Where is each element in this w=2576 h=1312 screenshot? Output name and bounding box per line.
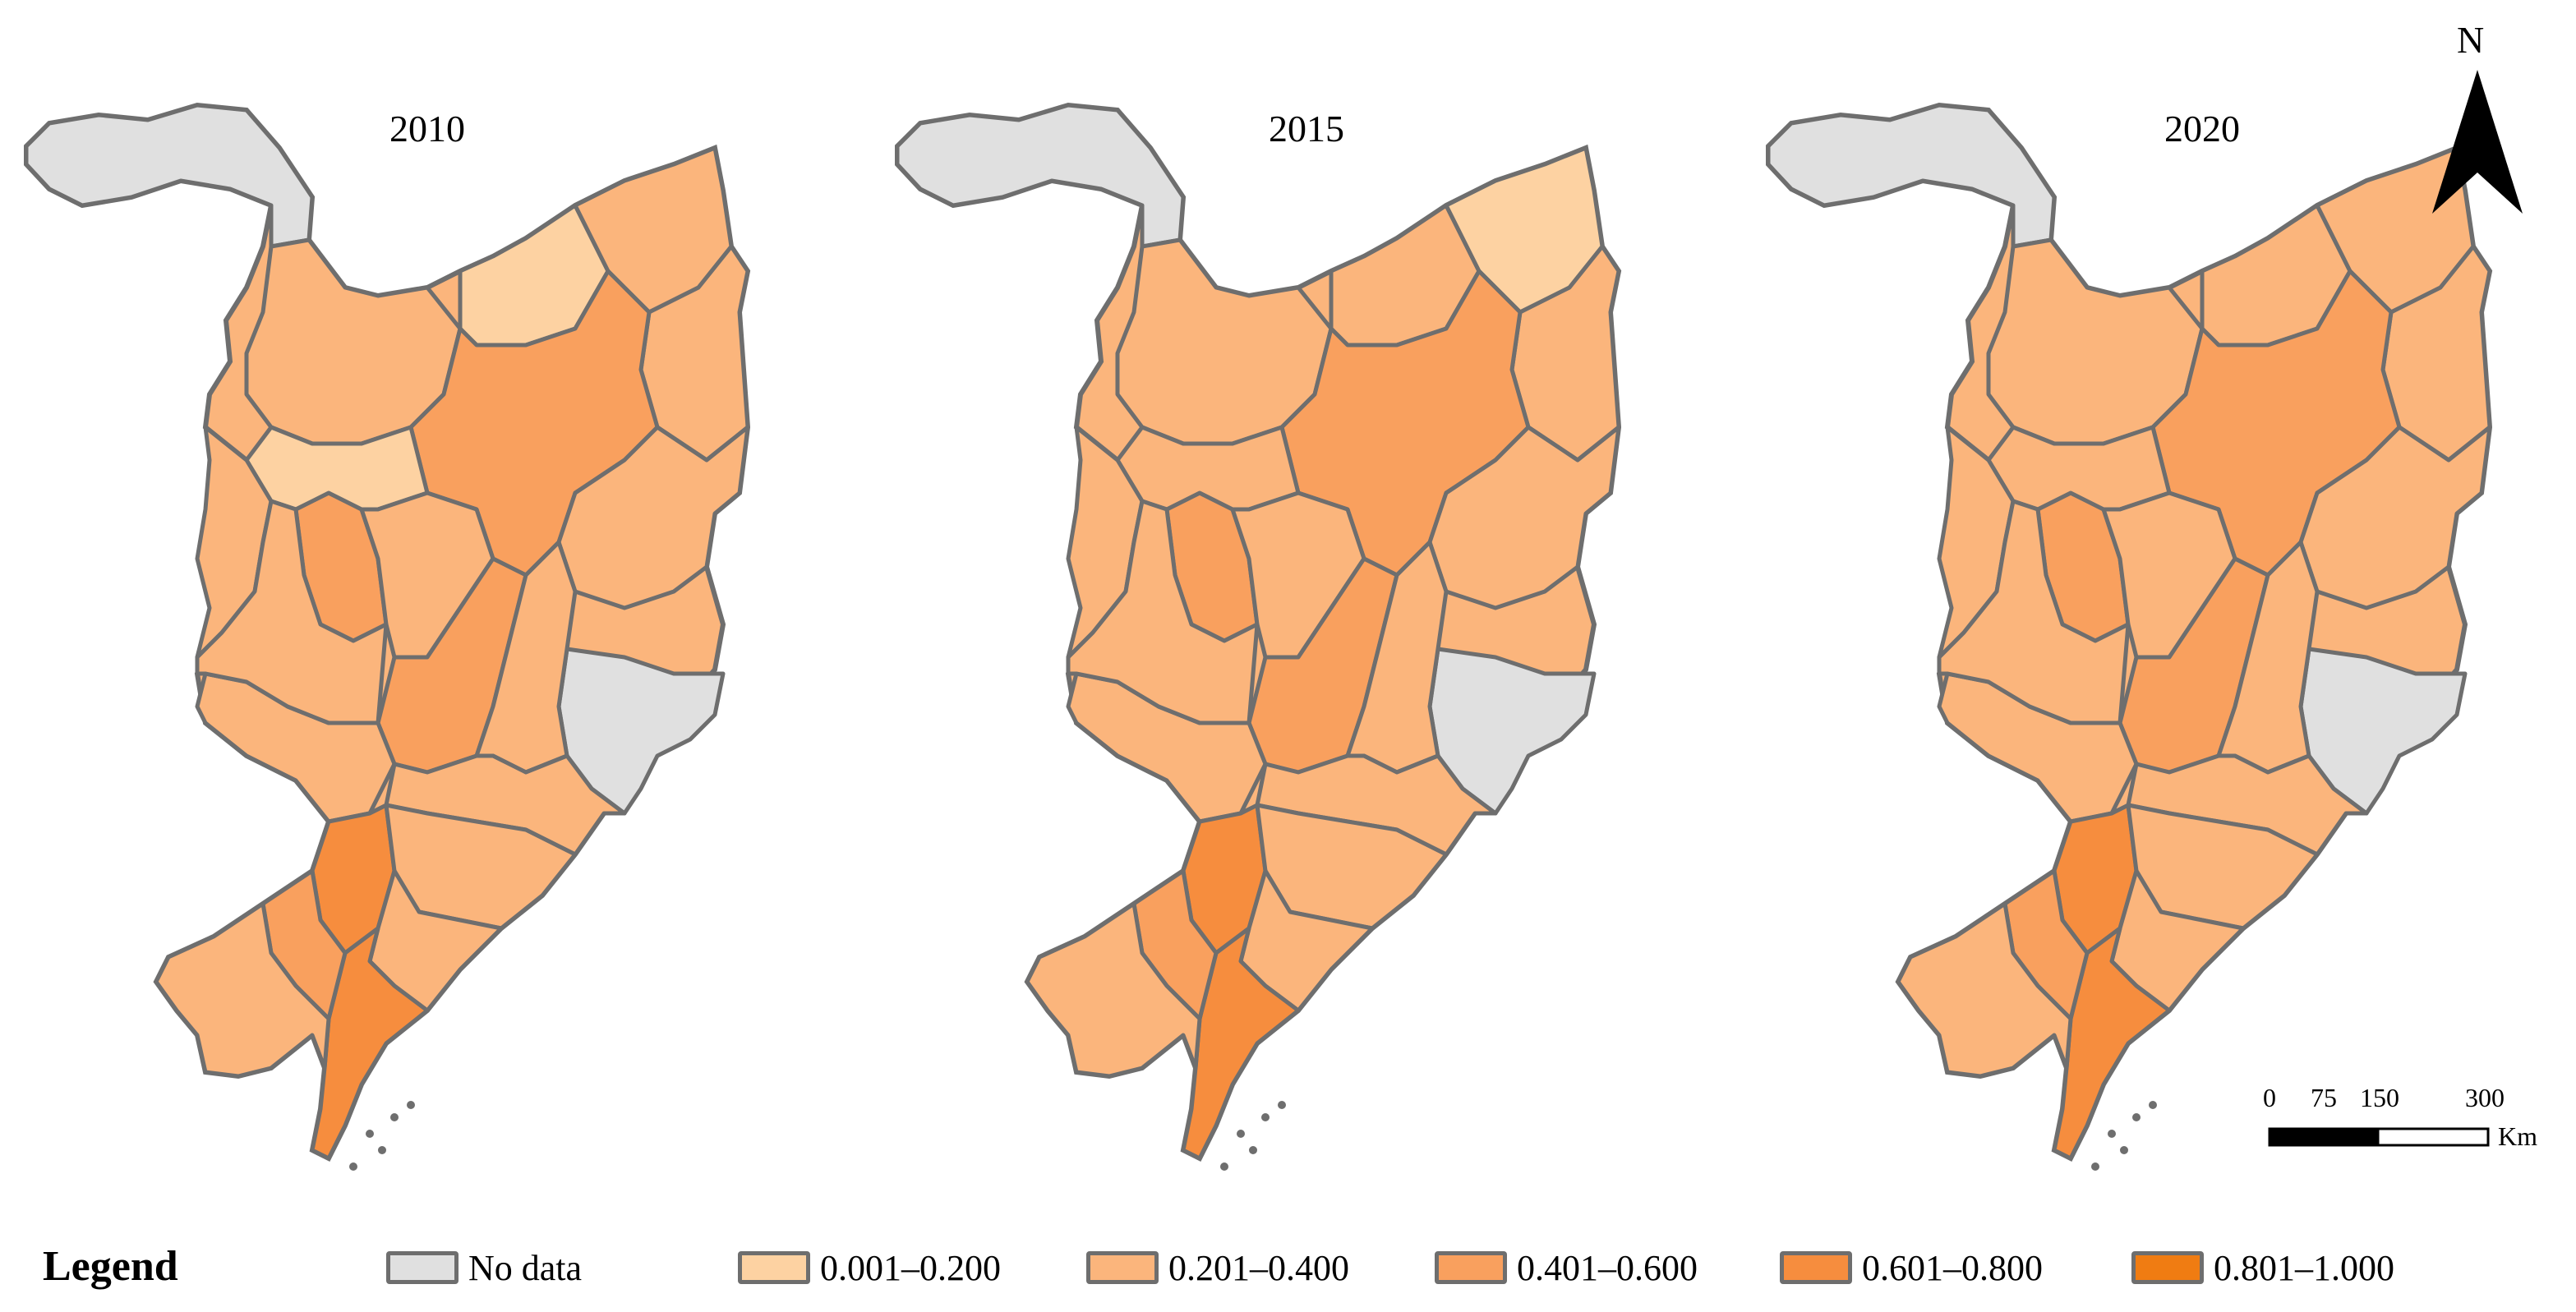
- island-dot: [1249, 1146, 1257, 1154]
- legend: Legend No data 0.001–0.200 0.201–0.400 0…: [0, 1232, 2576, 1306]
- scale-tick-150: 150: [2360, 1083, 2399, 1112]
- map-regions: [895, 102, 1622, 1171]
- north-arrow-icon: [2432, 70, 2523, 214]
- legend-swatch: [1086, 1251, 1159, 1284]
- island-dot: [2132, 1113, 2141, 1121]
- legend-label: 0.401–0.600: [1517, 1247, 1698, 1288]
- region-no-data: [1766, 103, 2057, 249]
- island-dot: [407, 1101, 415, 1109]
- region-area: [1896, 901, 2073, 1079]
- island-dot: [366, 1130, 374, 1138]
- legend-swatch: [2131, 1251, 2204, 1284]
- region-area: [154, 901, 331, 1079]
- island-dot: [349, 1162, 357, 1171]
- legend-item-class-5: 0.801–1.000: [2131, 1247, 2394, 1288]
- region-area: [2052, 926, 2172, 1161]
- island-dot: [1220, 1162, 1228, 1171]
- island-dot: [2120, 1146, 2128, 1154]
- island-dot: [378, 1146, 386, 1154]
- scale-unit: Km: [2498, 1121, 2537, 1151]
- island-dot: [2108, 1130, 2116, 1138]
- legend-label: 0.801–1.000: [2214, 1247, 2394, 1288]
- region-no-data: [895, 103, 1186, 249]
- legend-item-no-data: No data: [386, 1247, 582, 1288]
- legend-swatch: [1780, 1251, 1852, 1284]
- legend-item-class-3: 0.401–0.600: [1435, 1247, 1698, 1288]
- legend-label: 0.001–0.200: [820, 1247, 1001, 1288]
- island-dot: [1278, 1101, 1286, 1109]
- legend-item-class-1: 0.001–0.200: [738, 1247, 1001, 1288]
- region-area: [1181, 926, 1301, 1161]
- region-area: [1937, 499, 2131, 725]
- scale-tick-300: 300: [2465, 1083, 2505, 1112]
- map-year-title: 2020: [2164, 108, 2240, 150]
- region-map-2015: [895, 102, 1622, 1171]
- legend-item-class-4: 0.601–0.800: [1780, 1247, 2043, 1288]
- scale-tick-0: 0: [2263, 1083, 2276, 1112]
- legend-label: No data: [468, 1247, 583, 1288]
- map-panel-2020: 2020: [1742, 0, 2564, 1216]
- island-dot: [1261, 1113, 1270, 1121]
- legend-swatch: [386, 1251, 459, 1284]
- island-dot: [2091, 1162, 2099, 1171]
- region-area: [310, 926, 430, 1161]
- legend-item-class-2: 0.201–0.400: [1086, 1247, 1349, 1288]
- map-panel-2015: 2015: [871, 0, 1693, 1216]
- legend-swatch: [738, 1251, 810, 1284]
- island-dot: [2149, 1101, 2157, 1109]
- legend-label: 0.201–0.400: [1168, 1247, 1349, 1288]
- region-no-data: [24, 103, 315, 249]
- legend-label: 0.601–0.800: [1862, 1247, 2043, 1288]
- map-year-title: 2010: [389, 108, 465, 150]
- island-dot: [1237, 1130, 1245, 1138]
- scale-bar: [2268, 1127, 2490, 1147]
- north-label: N: [2457, 19, 2485, 61]
- island-dot: [390, 1113, 399, 1121]
- region-map-2010: [24, 102, 751, 1171]
- region-area: [1025, 901, 1202, 1079]
- region-map-2020: [1766, 102, 2493, 1171]
- scale-tick-75: 75: [2311, 1083, 2337, 1112]
- map-year-title: 2015: [1269, 108, 1344, 150]
- region-area: [1066, 499, 1260, 725]
- legend-swatch: [1435, 1251, 1507, 1284]
- map-panel-2010: 2010: [0, 0, 822, 1216]
- map-regions: [24, 102, 751, 1171]
- region-area: [195, 499, 389, 725]
- map-regions: [1766, 102, 2493, 1171]
- legend-title: Legend: [43, 1243, 178, 1290]
